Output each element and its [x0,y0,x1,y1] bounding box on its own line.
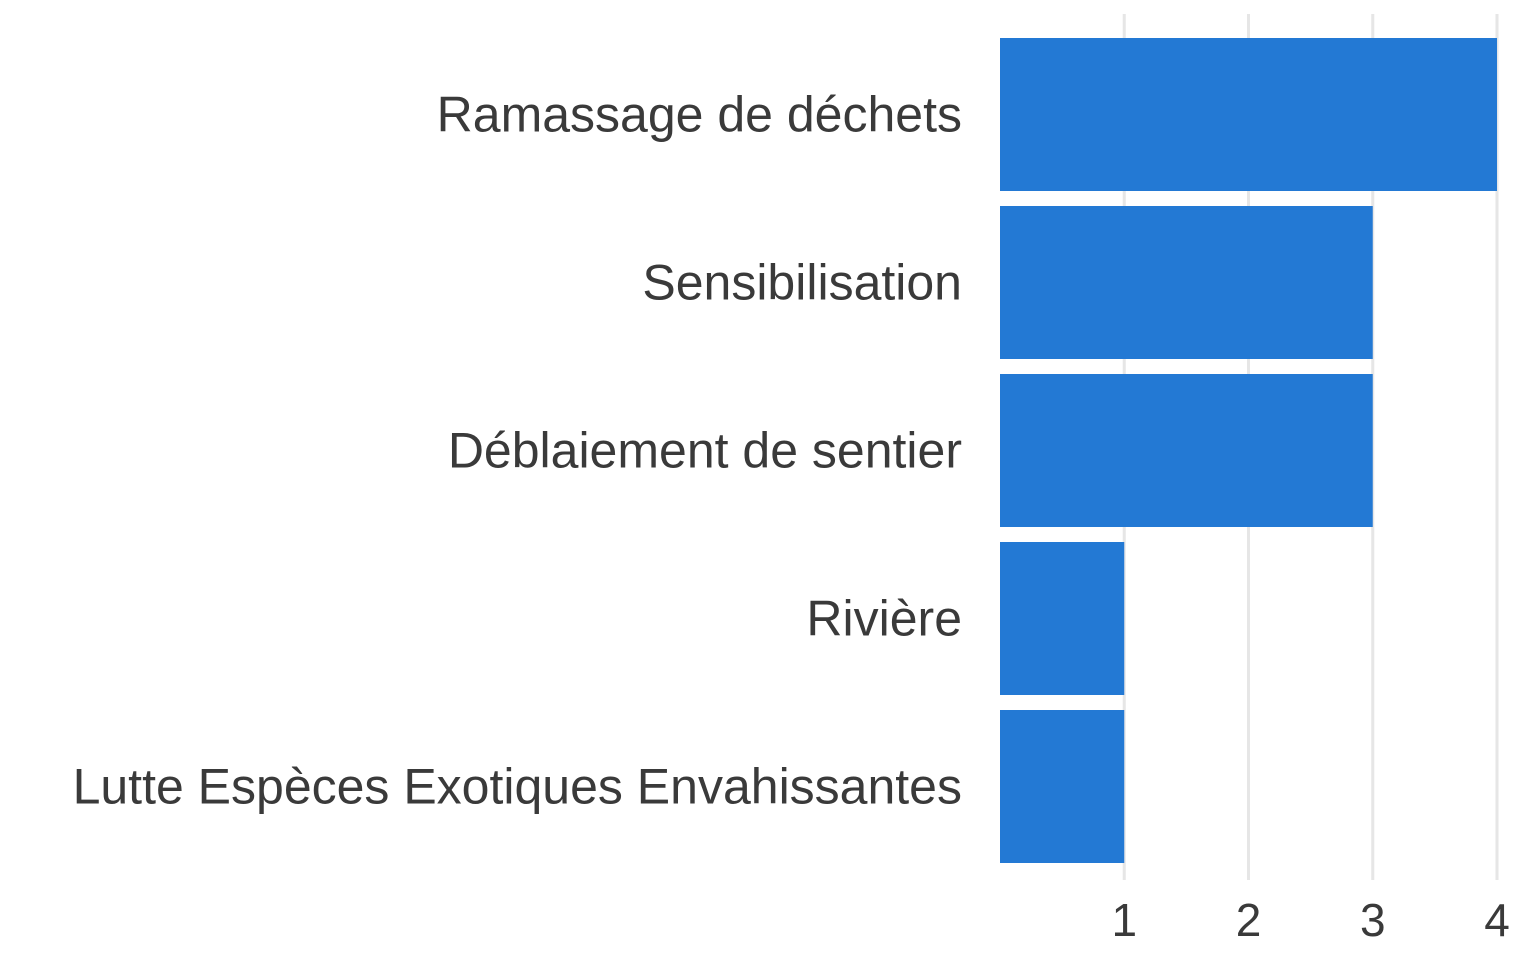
category-label: Rivière [806,591,962,647]
x-tick-label: 4 [1484,894,1510,946]
category-label: Lutte Espèces Exotiques Envahissantes [73,759,962,815]
category-labels: Ramassage de déchets Sensibilisation Débla… [73,87,962,815]
x-tick-label: 3 [1360,894,1386,946]
x-tick-labels: 1 2 3 4 [1111,894,1509,946]
bar [1000,206,1373,359]
category-label: Ramassage de déchets [437,87,962,143]
x-tick-label: 1 [1111,894,1137,946]
bar [1000,710,1125,863]
category-label: Sensibilisation [642,255,962,311]
bars [1000,38,1497,863]
bar [1000,38,1497,191]
bar [1000,374,1373,527]
x-tick-label: 2 [1236,894,1262,946]
category-label: Déblaiement de sentier [448,423,962,479]
bar [1000,542,1125,695]
